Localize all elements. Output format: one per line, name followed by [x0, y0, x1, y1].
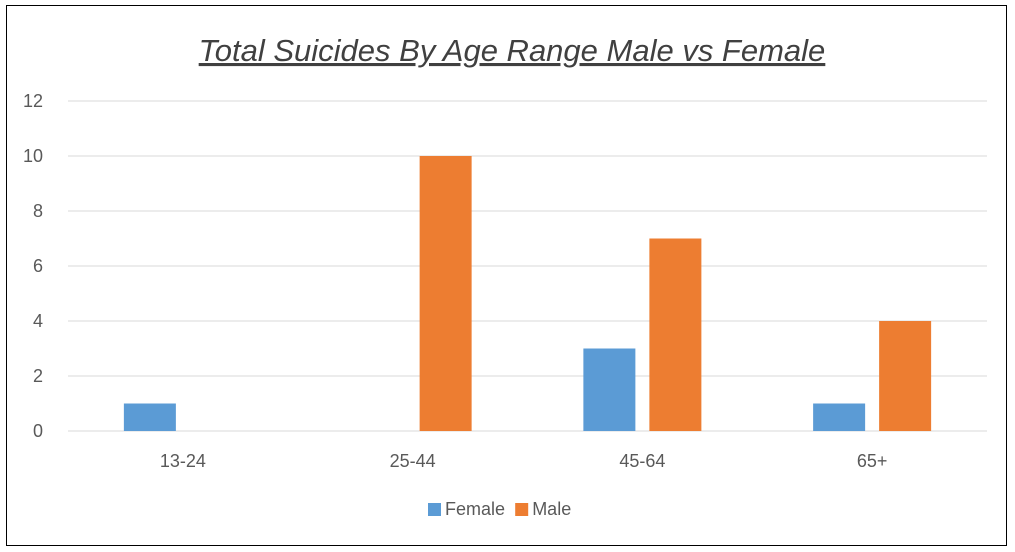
y-tick-label: 12 [23, 91, 43, 111]
chart-frame: Total Suicides By Age Range Male vs Fema… [6, 5, 1007, 546]
y-tick-label: 6 [33, 256, 43, 276]
legend-label-male: Male [532, 499, 571, 519]
legend-label-female: Female [445, 499, 505, 519]
bar-female-65+ [813, 403, 866, 431]
y-axis-ticks: 0 2 4 6 8 10 12 [23, 91, 43, 441]
x-tick-label: 45-64 [619, 451, 665, 471]
bars [123, 156, 932, 431]
y-tick-label: 4 [33, 311, 43, 331]
x-tick-label: 13-24 [160, 451, 206, 471]
legend-swatch-male [515, 503, 529, 516]
x-axis-ticks: 13-24 25-44 45-64 65+ [160, 451, 888, 471]
gridlines [68, 100, 987, 432]
bar-female-45-64 [583, 348, 636, 431]
y-tick-label: 10 [23, 146, 43, 166]
bar-chart: Total Suicides By Age Range Male vs Fema… [23, 33, 987, 519]
bar-female-13-24 [123, 403, 176, 431]
bar-male-65+ [879, 321, 932, 431]
y-tick-label: 8 [33, 201, 43, 221]
legend: Female Male [428, 499, 571, 519]
chart-title: Total Suicides By Age Range Male vs Fema… [199, 33, 826, 68]
x-tick-label: 25-44 [390, 451, 436, 471]
bar-male-45-64 [649, 238, 702, 431]
y-tick-label: 0 [33, 421, 43, 441]
bar-male-25-44 [419, 156, 472, 431]
y-tick-label: 2 [33, 366, 43, 386]
legend-swatch-female [428, 503, 441, 516]
x-tick-label: 65+ [857, 451, 888, 471]
